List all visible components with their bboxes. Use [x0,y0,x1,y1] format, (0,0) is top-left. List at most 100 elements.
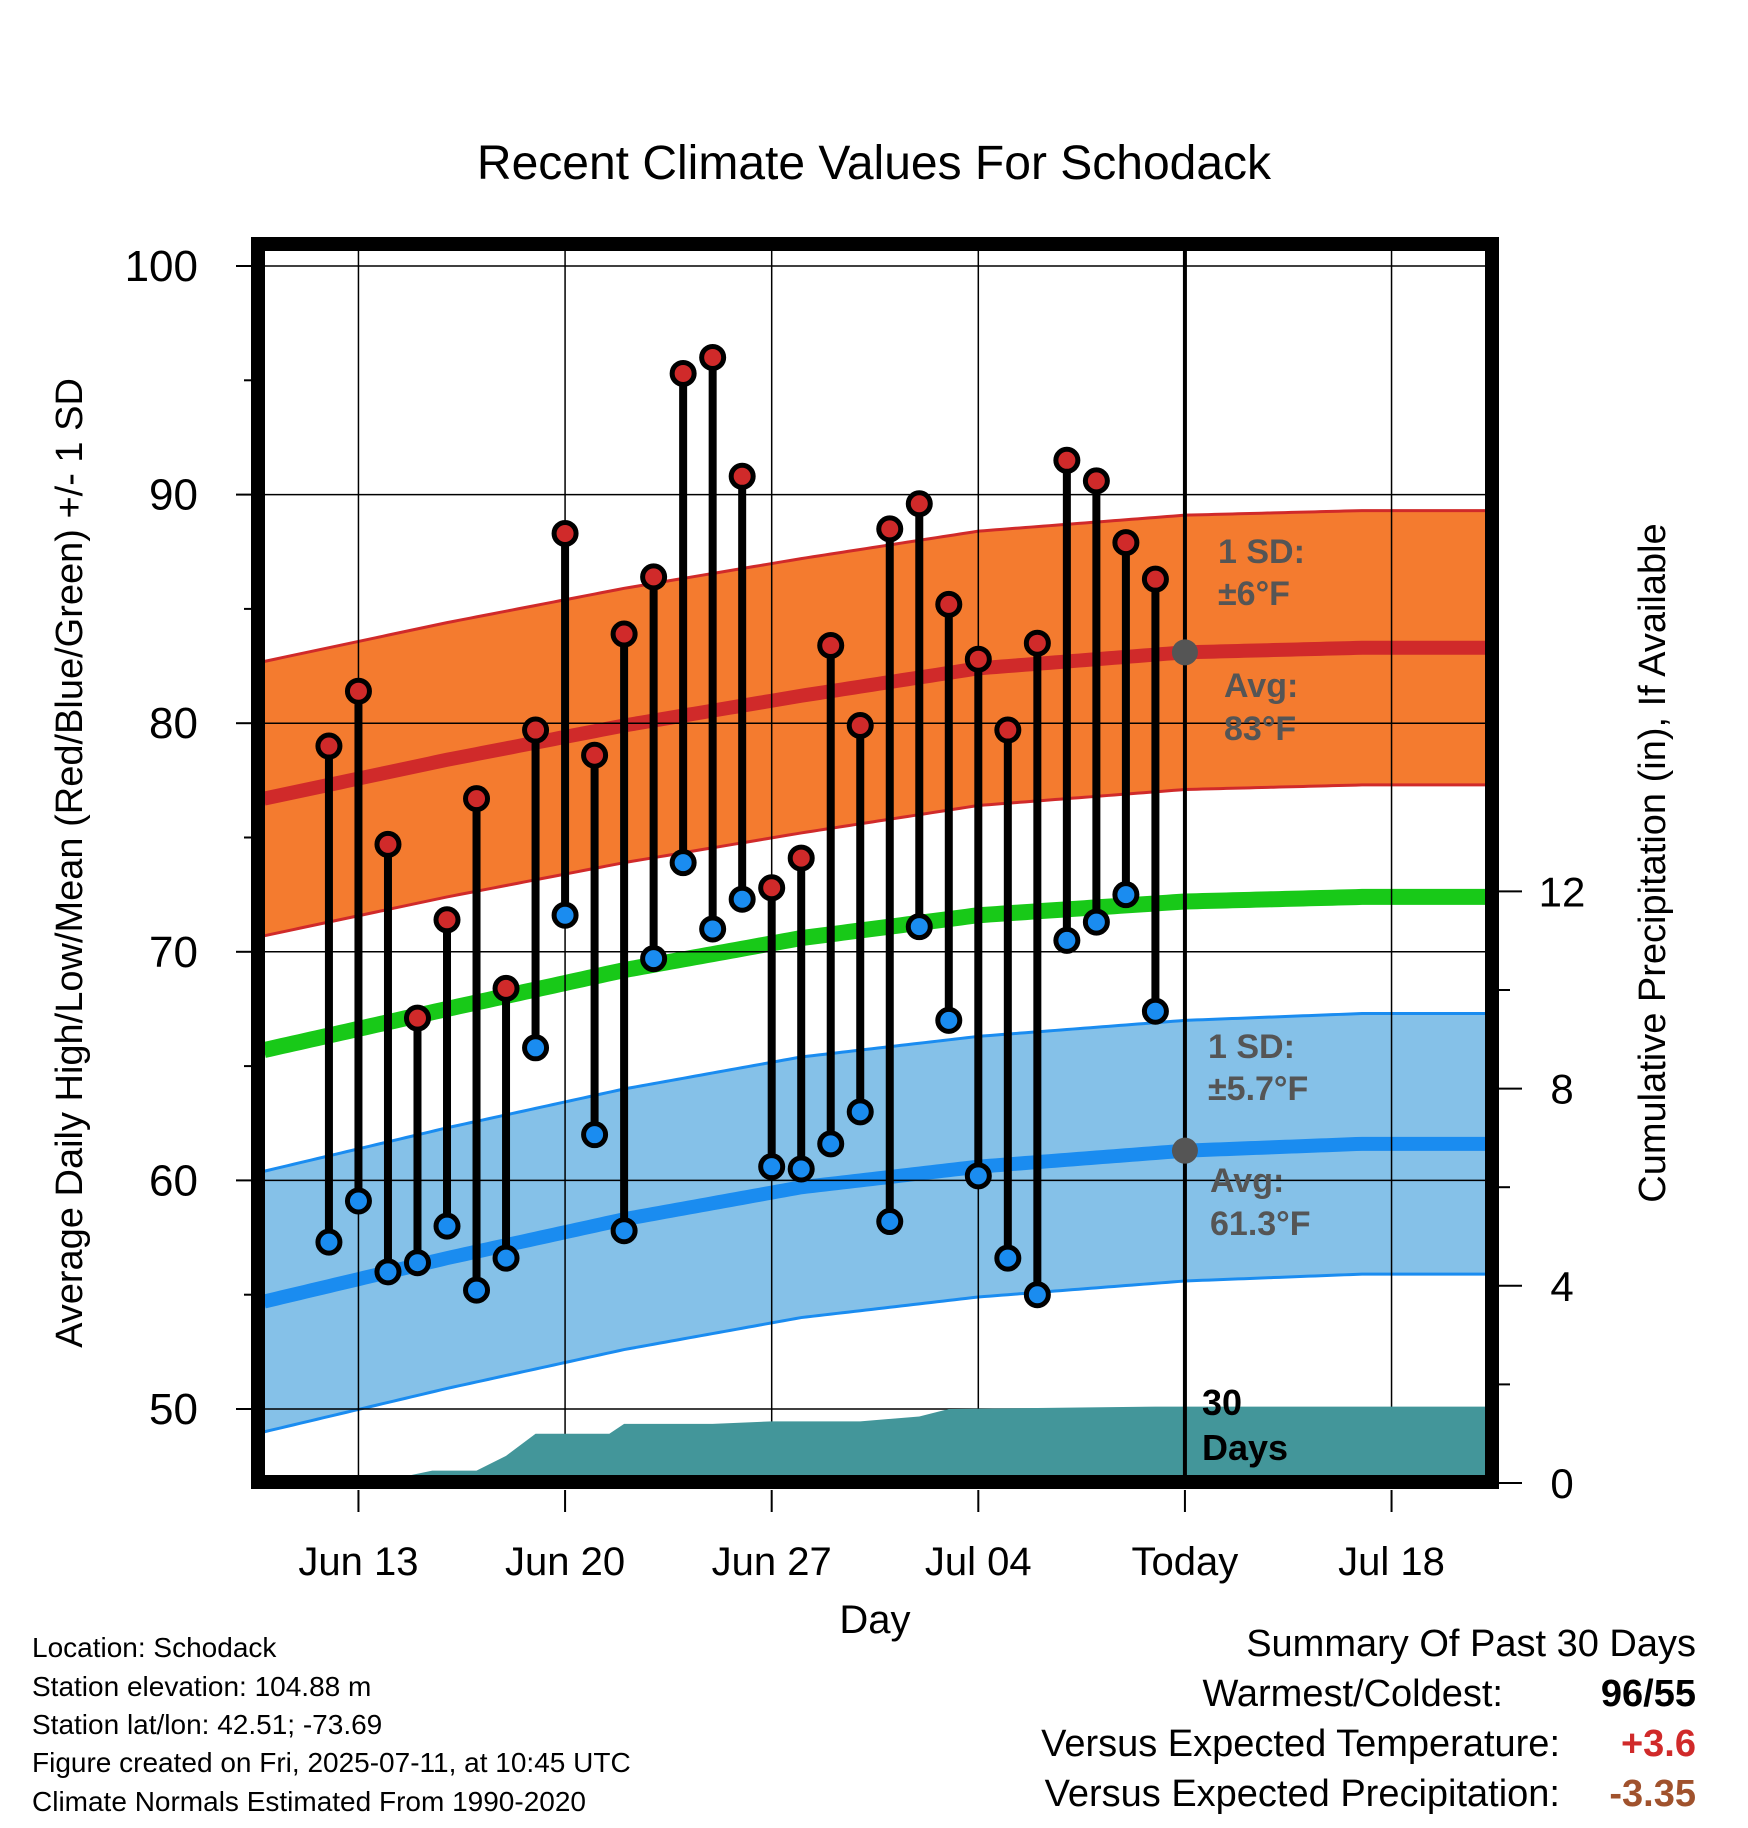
y-tick-label: 50 [149,1385,198,1434]
precip-area [397,1406,1486,1478]
y-tick-label: 60 [149,1156,198,1205]
y-axis-right: 0 4 8 12 [1497,868,1586,1507]
high-point [1112,529,1140,557]
summary-warmest-value: 96/55 [1600,1673,1696,1715]
x-axis-label: Day [839,1598,910,1642]
low-sd-label: 1 SD: [1208,1028,1295,1066]
low-point [551,901,579,929]
low-point [905,913,933,941]
high-point [581,741,609,769]
summary-temp-label: Versus Expected Temperature: [1041,1723,1560,1765]
high-point [403,1004,431,1032]
high-point [551,519,579,547]
low-point [1141,997,1169,1025]
footer-latlon: Station lat/lon: 42.51; -73.69 [32,1709,383,1740]
low-point [669,849,697,877]
low-point [787,1155,815,1183]
x-tick-label: Jul 04 [925,1540,1032,1584]
x-axis: Jun 13 Jun 20 Jun 27 Jul 04 Today Jul 18 [298,1490,1445,1584]
high-point [964,645,992,673]
y2-tick-label: 12 [1539,868,1586,915]
x-tick-label: Jun 20 [505,1540,625,1584]
low-point [344,1187,372,1215]
y-tick-label: 100 [125,242,198,291]
high-point [994,716,1022,744]
high-point [374,830,402,858]
low-sd-value: ±5.7°F [1208,1070,1308,1108]
y-axis-left: 50 60 70 80 90 100 [125,242,252,1434]
summary-precip-value: -3.35 [1609,1773,1696,1815]
y-tick-label: 80 [149,699,198,748]
low-point [610,1217,638,1245]
low-point [1112,881,1140,909]
high-band-lower [263,783,1486,938]
footer-normals: Climate Normals Estimated From 1990-2020 [32,1786,586,1817]
low-point [876,1208,904,1236]
x-tick-label: Jun 27 [712,1540,832,1584]
y2-tick-label: 8 [1550,1066,1573,1113]
summary-heading: Summary Of Past 30 Days [1246,1623,1696,1665]
y-axis-label: Average Daily High/Low/Mean (Red/Blue/Gr… [49,378,91,1348]
footer-created: Figure created on Fri, 2025-07-11, at 10… [32,1747,631,1778]
precipitation-area [397,1406,1486,1478]
low-point [315,1228,343,1256]
low-avg-today-marker [1171,1137,1198,1164]
low-avg-line [262,1136,1486,1309]
low-avg-label: Avg: [1210,1162,1284,1200]
low-point [935,1006,963,1034]
y2-axis-label: Cumulative Precipitation (in), If Availa… [1632,523,1674,1202]
low-point [964,1162,992,1190]
high-point [1141,565,1169,593]
high-point [1053,446,1081,474]
low-point [1053,926,1081,954]
low-point [699,915,727,943]
x-tick-label: Today [1132,1540,1239,1584]
warmest-value: 96 [1600,1673,1644,1715]
high-avg-line [262,640,1486,806]
low-point [522,1034,550,1062]
low-point [994,1244,1022,1272]
low-point [728,885,756,913]
high-point [699,343,727,371]
y-tick-label: 90 [149,471,198,520]
low-point [492,1244,520,1272]
high-point [846,711,874,739]
high-point [463,785,491,813]
low-point [433,1212,461,1240]
summary-warmest-label: Warmest/Coldest: [1202,1673,1503,1715]
high-point [640,563,668,591]
y2-tick-label: 0 [1550,1460,1573,1507]
mean-line [262,888,1486,1058]
high-avg-label: Avg: [1224,667,1298,705]
footer-elevation: Station elevation: 104.88 m [32,1671,372,1702]
coldest-value: 55 [1653,1673,1696,1715]
high-point [1082,467,1110,495]
y2-tick-label: 4 [1550,1263,1573,1310]
high-point [758,874,786,902]
high-point [935,590,963,618]
high-point [344,677,372,705]
daily-range-stems [324,357,1160,1295]
low-point [846,1098,874,1126]
high-sd-value: ±6°F [1218,575,1290,613]
low-point [1023,1281,1051,1309]
high-point [787,844,815,872]
low-point [463,1276,491,1304]
high-point [492,974,520,1002]
high-band-upper [263,509,1486,663]
high-point [876,515,904,543]
summary-precip-label: Versus Expected Precipitation: [1044,1773,1560,1815]
high-point [522,716,550,744]
high-avg-today-marker [1171,639,1198,666]
high-point [315,732,343,760]
low-point [581,1121,609,1149]
summary-temp-value: +3.6 [1620,1723,1696,1765]
low-point [758,1153,786,1181]
low-avg-value: 61.3°F [1210,1205,1311,1243]
high-point [728,462,756,490]
low-point [817,1130,845,1158]
high-sd-label: 1 SD: [1218,533,1305,571]
plot-frame [251,237,1499,1489]
daily-dots [315,343,1169,1309]
